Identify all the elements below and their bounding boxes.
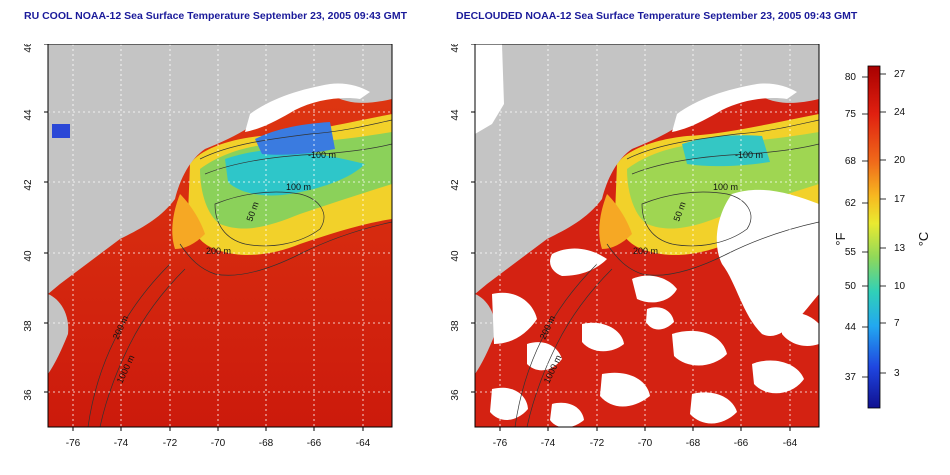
temperature-colorbar: 80 75 68 62 55 50 44 37 27 24 20 17 13 1… bbox=[833, 65, 931, 409]
lon-axis: -76 -74 -72 -70 -68 -66 -64 bbox=[66, 438, 371, 449]
svg-text:50: 50 bbox=[845, 281, 857, 292]
lat-axis: 46 44 42 40 38 36 bbox=[23, 44, 34, 401]
svg-text:40: 40 bbox=[23, 250, 34, 262]
svg-text:-66: -66 bbox=[734, 438, 749, 449]
svg-text:68: 68 bbox=[845, 156, 857, 167]
fahrenheit-unit: °F bbox=[833, 232, 848, 245]
contour-label: 100 m bbox=[286, 182, 311, 192]
colorbar-gradient bbox=[867, 65, 881, 409]
celsius-ticks: 27 24 20 17 13 10 7 3 bbox=[894, 69, 906, 379]
map-frame bbox=[47, 44, 393, 428]
right-map-title: DECLOUDED NOAA-12 Sea Surface Temperatur… bbox=[456, 10, 858, 22]
svg-text:17: 17 bbox=[894, 194, 906, 205]
svg-text:44: 44 bbox=[23, 109, 34, 121]
svg-text:80: 80 bbox=[845, 72, 857, 83]
svg-text:-64: -64 bbox=[783, 438, 798, 449]
map-area bbox=[48, 44, 392, 427]
svg-text:13: 13 bbox=[894, 243, 906, 254]
svg-text:46: 46 bbox=[450, 44, 461, 53]
svg-text:36: 36 bbox=[23, 389, 34, 401]
svg-text:3: 3 bbox=[894, 368, 900, 379]
svg-text:44: 44 bbox=[450, 109, 461, 121]
svg-text:42: 42 bbox=[450, 179, 461, 191]
map-frame bbox=[474, 44, 820, 428]
svg-text:-64: -64 bbox=[356, 438, 371, 449]
grid bbox=[48, 44, 392, 427]
svg-text:-68: -68 bbox=[259, 438, 274, 449]
svg-text:-70: -70 bbox=[211, 438, 226, 449]
svg-text:46: 46 bbox=[23, 44, 34, 53]
svg-text:62: 62 bbox=[845, 198, 857, 209]
svg-text:-74: -74 bbox=[114, 438, 129, 449]
svg-text:38: 38 bbox=[23, 320, 34, 332]
grid bbox=[475, 44, 819, 427]
svg-text:-72: -72 bbox=[163, 438, 178, 449]
celsius-unit: °C bbox=[916, 232, 931, 247]
land-mass bbox=[48, 44, 392, 294]
svg-text:55: 55 bbox=[845, 247, 857, 258]
svg-text:-70: -70 bbox=[638, 438, 653, 449]
svg-text:-76: -76 bbox=[66, 438, 81, 449]
land-mass bbox=[475, 44, 819, 294]
svg-text:10: 10 bbox=[894, 281, 906, 292]
contour-label: 200 m bbox=[206, 246, 231, 256]
svg-text:37: 37 bbox=[845, 372, 857, 383]
fahrenheit-ticks: 80 75 68 62 55 50 44 37 bbox=[845, 72, 857, 383]
left-map-title: RU COOL NOAA-12 Sea Surface Temperature … bbox=[24, 10, 408, 22]
svg-text:44: 44 bbox=[845, 322, 857, 333]
sst-map-left: -100 m 100 m 50 m 200 m 200 m 1000 m 46 … bbox=[23, 44, 393, 449]
lat-axis: 46 44 42 40 38 36 bbox=[450, 44, 461, 401]
svg-text:24: 24 bbox=[894, 107, 906, 118]
svg-text:-76: -76 bbox=[493, 438, 508, 449]
svg-text:20: 20 bbox=[894, 155, 906, 166]
svg-text:36: 36 bbox=[450, 389, 461, 401]
svg-text:-72: -72 bbox=[590, 438, 605, 449]
svg-text:7: 7 bbox=[894, 318, 900, 329]
contour-label: 100 m bbox=[713, 182, 738, 192]
svg-text:-68: -68 bbox=[686, 438, 701, 449]
sst-map-right: -100 m 100 m 50 m 200 m 200 m 1000 m 46 … bbox=[450, 44, 820, 449]
cloud-mask bbox=[475, 44, 819, 427]
lon-axis: -76 -74 -72 -70 -68 -66 -64 bbox=[493, 438, 798, 449]
map-area bbox=[475, 44, 819, 427]
svg-text:40: 40 bbox=[450, 250, 461, 262]
contour-label: -100 m bbox=[308, 150, 336, 160]
contour-label: 200 m bbox=[633, 246, 658, 256]
svg-text:-66: -66 bbox=[307, 438, 322, 449]
blue-lake bbox=[52, 124, 70, 138]
svg-text:27: 27 bbox=[894, 69, 906, 80]
svg-text:38: 38 bbox=[450, 320, 461, 332]
contour-label: -100 m bbox=[735, 150, 763, 160]
svg-text:-74: -74 bbox=[541, 438, 556, 449]
svg-text:75: 75 bbox=[845, 109, 857, 120]
svg-text:42: 42 bbox=[23, 179, 34, 191]
